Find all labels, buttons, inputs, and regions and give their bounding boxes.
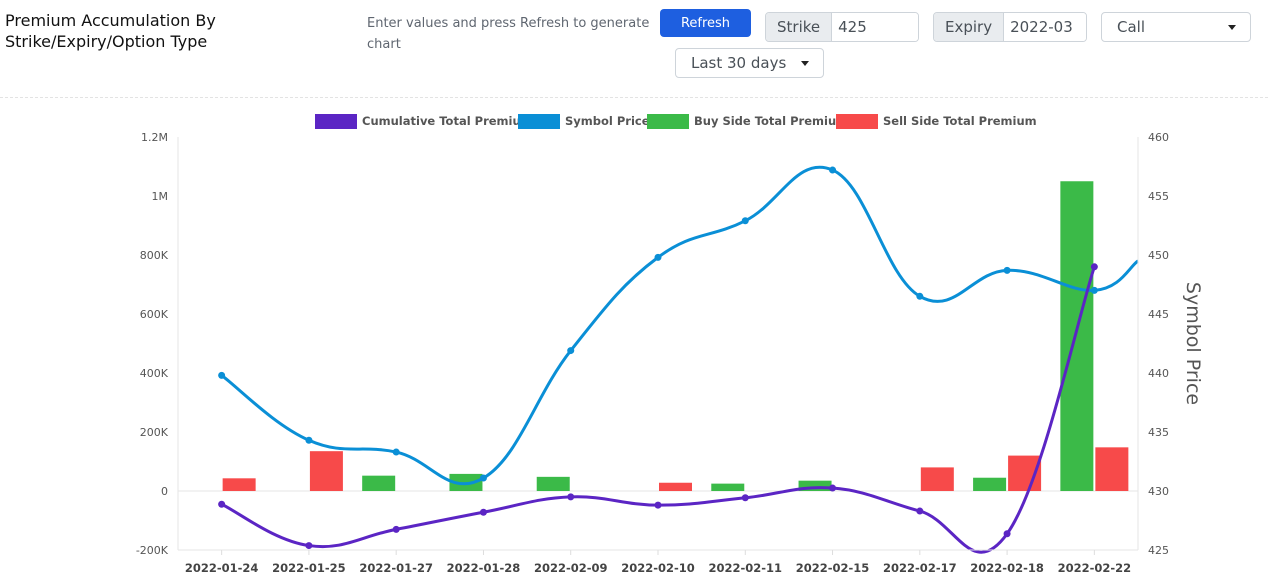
x-tick-label: 2022-02-17 <box>883 561 957 575</box>
symbol-price-point <box>916 292 924 300</box>
expiry-input-group: Expiry 2022-03 <box>933 12 1087 42</box>
cumulative-premium-point <box>829 484 837 492</box>
cumulative-premium-point <box>392 525 400 533</box>
cumulative-premium-point <box>1090 263 1098 271</box>
cumulative-premium-point <box>479 508 487 516</box>
cumulative-premium-point <box>741 494 749 502</box>
y-left-tick-label: 200K <box>140 426 169 439</box>
cumulative-premium-point <box>305 542 313 550</box>
y-right-tick-label: 435 <box>1148 426 1169 439</box>
y-right-tick-label: 445 <box>1148 308 1169 321</box>
buy-bar <box>973 477 1007 491</box>
option-type-select[interactable]: Call <box>1101 12 1251 42</box>
symbol-price-point <box>654 253 662 261</box>
x-tick-label: 2022-02-09 <box>534 561 608 575</box>
buy-bar <box>1060 181 1094 491</box>
x-tick-label: 2022-02-11 <box>708 561 782 575</box>
strike-input[interactable]: 425 <box>832 13 918 41</box>
cumulative-premium-point <box>916 507 924 515</box>
y-left-tick-label: 600K <box>140 308 169 321</box>
legend-swatch <box>647 114 689 129</box>
refresh-button[interactable]: Refresh <box>660 9 751 37</box>
y-left-tick-label: 1M <box>152 190 169 203</box>
y-right-tick-label: 455 <box>1148 190 1169 203</box>
sell-bar <box>659 482 692 491</box>
x-tick-label: 2022-01-24 <box>185 561 259 575</box>
x-tick-label: 2022-01-25 <box>272 561 346 575</box>
option-type-value: Call <box>1117 18 1146 36</box>
x-tick-label: 2022-02-22 <box>1058 561 1132 575</box>
expiry-input[interactable]: 2022-03 <box>1004 13 1086 41</box>
y-right-tick-label: 440 <box>1148 367 1169 380</box>
legend-label: Sell Side Total Premium <box>883 114 1037 128</box>
buy-bar <box>711 483 745 491</box>
y-right-tick-label: 450 <box>1148 249 1169 262</box>
legend-swatch <box>518 114 560 129</box>
x-tick-label: 2022-02-15 <box>796 561 870 575</box>
symbol-price-point <box>741 217 749 225</box>
sell-bar <box>309 451 343 491</box>
y-left-tick-label: 1.2M <box>141 131 168 144</box>
sell-bar <box>222 478 256 491</box>
symbol-price-point <box>567 347 575 355</box>
y-left-tick-label: 800K <box>140 249 169 262</box>
strike-input-group: Strike 425 <box>765 12 919 42</box>
y-left-tick-label: -200K <box>136 544 169 557</box>
symbol-price-point <box>218 371 226 379</box>
cumulative-premium-point <box>654 501 662 509</box>
cumulative-premium-point <box>567 493 575 501</box>
y-right-tick-label: 430 <box>1148 485 1169 498</box>
chevron-down-icon <box>801 61 809 66</box>
buy-bar <box>536 476 570 491</box>
cumulative-premium-line <box>220 266 1096 554</box>
chevron-down-icon <box>1228 25 1236 30</box>
x-tick-label: 2022-01-27 <box>359 561 433 575</box>
premium-chart: Cumulative Total Premium Symbol Price Buy … <box>136 114 1204 575</box>
page-title: Premium Accumulation By Strike/Expiry/Op… <box>5 11 216 51</box>
symbol-price-point <box>479 474 487 482</box>
cumulative-premium-point <box>1003 530 1011 538</box>
buy-bar <box>798 480 832 491</box>
legend-swatch <box>315 114 357 129</box>
legend-label: Cumulative Total Premium <box>362 114 533 128</box>
x-tick-label: 2022-02-10 <box>621 561 695 575</box>
buy-bar <box>362 475 396 491</box>
legend-label: Symbol Price <box>565 114 650 128</box>
symbol-price-point <box>1090 286 1098 294</box>
symbol-price-point <box>392 448 400 456</box>
y-left-tick-label: 400K <box>140 367 169 380</box>
y-left-tick-label: 0 <box>161 485 168 498</box>
date-range-value: Last 30 days <box>691 54 787 72</box>
y-right-tick-label: 425 <box>1148 544 1169 557</box>
sell-bar <box>1095 447 1129 491</box>
date-range-select[interactable]: Last 30 days <box>675 48 824 78</box>
expiry-label: Expiry <box>934 13 1005 41</box>
symbol-price-point <box>829 166 837 174</box>
divider <box>0 97 1268 98</box>
sell-bar <box>920 467 954 491</box>
x-tick-label: 2022-02-18 <box>970 561 1044 575</box>
y-right-tick-label: 460 <box>1148 131 1169 144</box>
cumulative-premium-point <box>218 500 226 508</box>
symbol-price-point <box>1003 266 1011 274</box>
instruction-text: Enter values and press Refresh to genera… <box>367 16 650 52</box>
y-right-axis-title: Symbol Price <box>1182 282 1204 405</box>
legend-swatch <box>836 114 878 129</box>
strike-label: Strike <box>766 13 833 41</box>
symbol-price-point <box>305 436 313 444</box>
symbol-price-line <box>220 165 1139 486</box>
legend-label: Buy Side Total Premium <box>694 114 848 128</box>
x-tick-label: 2022-01-28 <box>447 561 521 575</box>
